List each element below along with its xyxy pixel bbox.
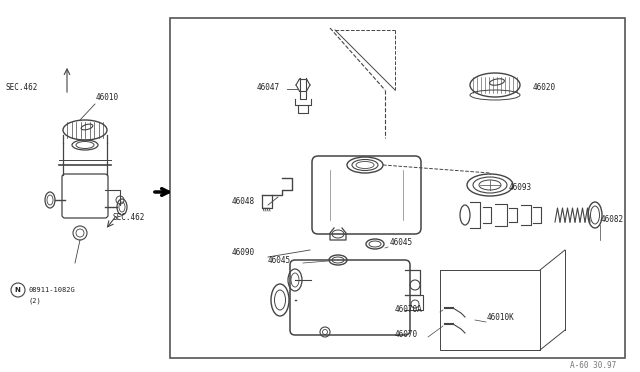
Text: 46010: 46010 bbox=[96, 93, 119, 102]
Text: 46010K: 46010K bbox=[487, 313, 515, 322]
Text: 46047: 46047 bbox=[257, 83, 280, 92]
Text: 46045: 46045 bbox=[390, 238, 413, 247]
Text: (2): (2) bbox=[28, 297, 41, 304]
Text: 46020: 46020 bbox=[533, 83, 556, 92]
Text: 46045: 46045 bbox=[268, 256, 291, 265]
Text: SEC.462: SEC.462 bbox=[5, 83, 37, 92]
Text: 46070: 46070 bbox=[395, 330, 418, 339]
Text: 08911-1082G: 08911-1082G bbox=[28, 287, 75, 293]
Text: 46090: 46090 bbox=[232, 248, 255, 257]
Text: N: N bbox=[15, 287, 20, 293]
Text: SEC.462: SEC.462 bbox=[112, 213, 145, 222]
Text: 46082: 46082 bbox=[601, 215, 624, 224]
Text: 46070A: 46070A bbox=[395, 305, 423, 314]
Text: 46093: 46093 bbox=[509, 183, 532, 192]
Text: 46048: 46048 bbox=[232, 197, 255, 206]
Text: A-60 30.97: A-60 30.97 bbox=[570, 361, 616, 370]
